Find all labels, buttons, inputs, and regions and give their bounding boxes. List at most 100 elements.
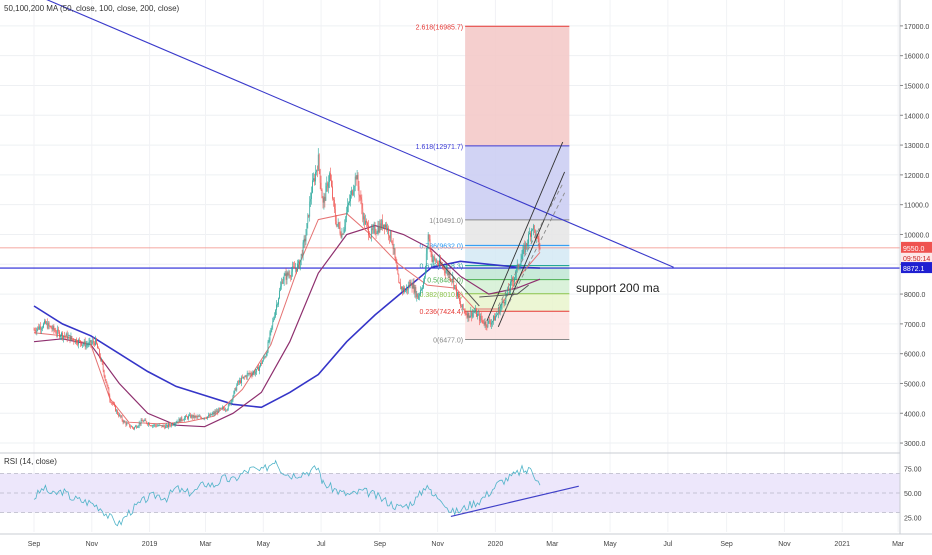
- candle-body: [104, 376, 106, 380]
- fib-level-label: 0.382(8010.3): [420, 292, 464, 299]
- candle-body: [441, 264, 442, 266]
- candle-body: [63, 335, 64, 339]
- candle-body: [334, 209, 336, 222]
- candle-body: [43, 323, 44, 328]
- candle-body: [95, 338, 96, 346]
- candle-body: [246, 373, 248, 378]
- candle-body: [231, 400, 233, 401]
- candle-body: [532, 229, 533, 230]
- candle-body: [232, 396, 234, 401]
- candle-body: [458, 292, 459, 299]
- candle-body: [296, 268, 297, 271]
- candle-body: [240, 380, 241, 383]
- candle-body: [463, 309, 465, 311]
- candle-body: [236, 385, 238, 391]
- candle-body: [387, 227, 388, 230]
- candle-body: [86, 344, 88, 346]
- candle-body: [100, 359, 102, 361]
- candle-body: [247, 373, 249, 374]
- candle-body: [477, 314, 478, 317]
- last-price-tag: [901, 241, 932, 253]
- candle-body: [143, 420, 145, 422]
- candle-body: [276, 304, 277, 311]
- candle-body: [431, 252, 433, 262]
- candle-body: [337, 222, 339, 225]
- candle-body: [324, 196, 326, 201]
- candle-body: [283, 275, 285, 281]
- candle-body: [510, 281, 511, 291]
- candle-body: [429, 239, 431, 250]
- candle-body: [261, 362, 262, 364]
- candle-body: [483, 323, 485, 325]
- candle-body: [178, 418, 180, 423]
- candle-body: [227, 405, 229, 410]
- candle-body: [517, 264, 519, 268]
- candle-body: [275, 310, 276, 317]
- candle-body: [76, 339, 77, 344]
- candle-body: [284, 273, 286, 276]
- candle-body: [277, 304, 278, 306]
- candle-body: [261, 360, 263, 364]
- candle-body: [188, 415, 189, 419]
- candle-body: [298, 260, 300, 269]
- candle-body: [139, 423, 141, 425]
- candle-body: [59, 331, 60, 337]
- candle-body: [434, 257, 436, 260]
- candle-body: [210, 413, 212, 416]
- candle-body: [159, 424, 161, 426]
- candle-body: [292, 266, 294, 272]
- candle-body: [83, 341, 85, 344]
- candle-body: [509, 290, 510, 291]
- candle-body: [117, 410, 118, 415]
- candle-body: [382, 220, 384, 228]
- candle-body: [462, 304, 464, 310]
- candle-body: [384, 224, 385, 228]
- candle-body: [472, 312, 474, 317]
- candle-body: [49, 325, 51, 327]
- candle-body: [353, 187, 355, 192]
- rsi-y-tick-label: 50.00: [904, 491, 922, 498]
- fib-zone: [465, 311, 570, 340]
- candle-body: [425, 253, 427, 269]
- candle-body: [109, 395, 111, 401]
- y-tick-label: 4000.0: [904, 411, 926, 418]
- candle-body: [350, 194, 351, 202]
- candle-body: [52, 326, 54, 330]
- candle-body: [41, 328, 42, 330]
- candle-body: [273, 319, 275, 322]
- candle-body: [174, 423, 176, 425]
- candle-body: [474, 311, 475, 313]
- candle-body: [108, 388, 110, 396]
- candle-body: [113, 403, 114, 405]
- candle-body: [176, 421, 178, 423]
- candle-body: [465, 313, 467, 315]
- candle-body: [381, 220, 383, 229]
- candle-body: [390, 231, 392, 242]
- candle-body: [91, 342, 93, 344]
- candle-body: [81, 343, 82, 346]
- candle-body: [331, 180, 332, 187]
- candle-body: [172, 424, 174, 426]
- candle-body: [442, 265, 443, 268]
- candle-body: [325, 186, 327, 201]
- candle-body: [137, 426, 139, 428]
- support-annotation: support 200 ma: [576, 281, 660, 295]
- candle-body: [388, 227, 389, 236]
- candle-body: [149, 423, 150, 426]
- candle-body: [326, 183, 328, 187]
- candle-body: [403, 287, 404, 291]
- candle-body: [116, 410, 117, 412]
- candle-body: [504, 301, 506, 304]
- candle-body: [58, 329, 59, 332]
- candle-body: [333, 198, 334, 200]
- candle-body: [191, 415, 193, 418]
- candle-body: [400, 283, 402, 290]
- candle-body: [220, 407, 222, 409]
- candle-body: [115, 405, 116, 412]
- candle-body: [183, 419, 185, 421]
- candle-body: [533, 225, 535, 230]
- y-tick-label: 14000.0: [904, 113, 929, 120]
- candle-body: [153, 424, 155, 426]
